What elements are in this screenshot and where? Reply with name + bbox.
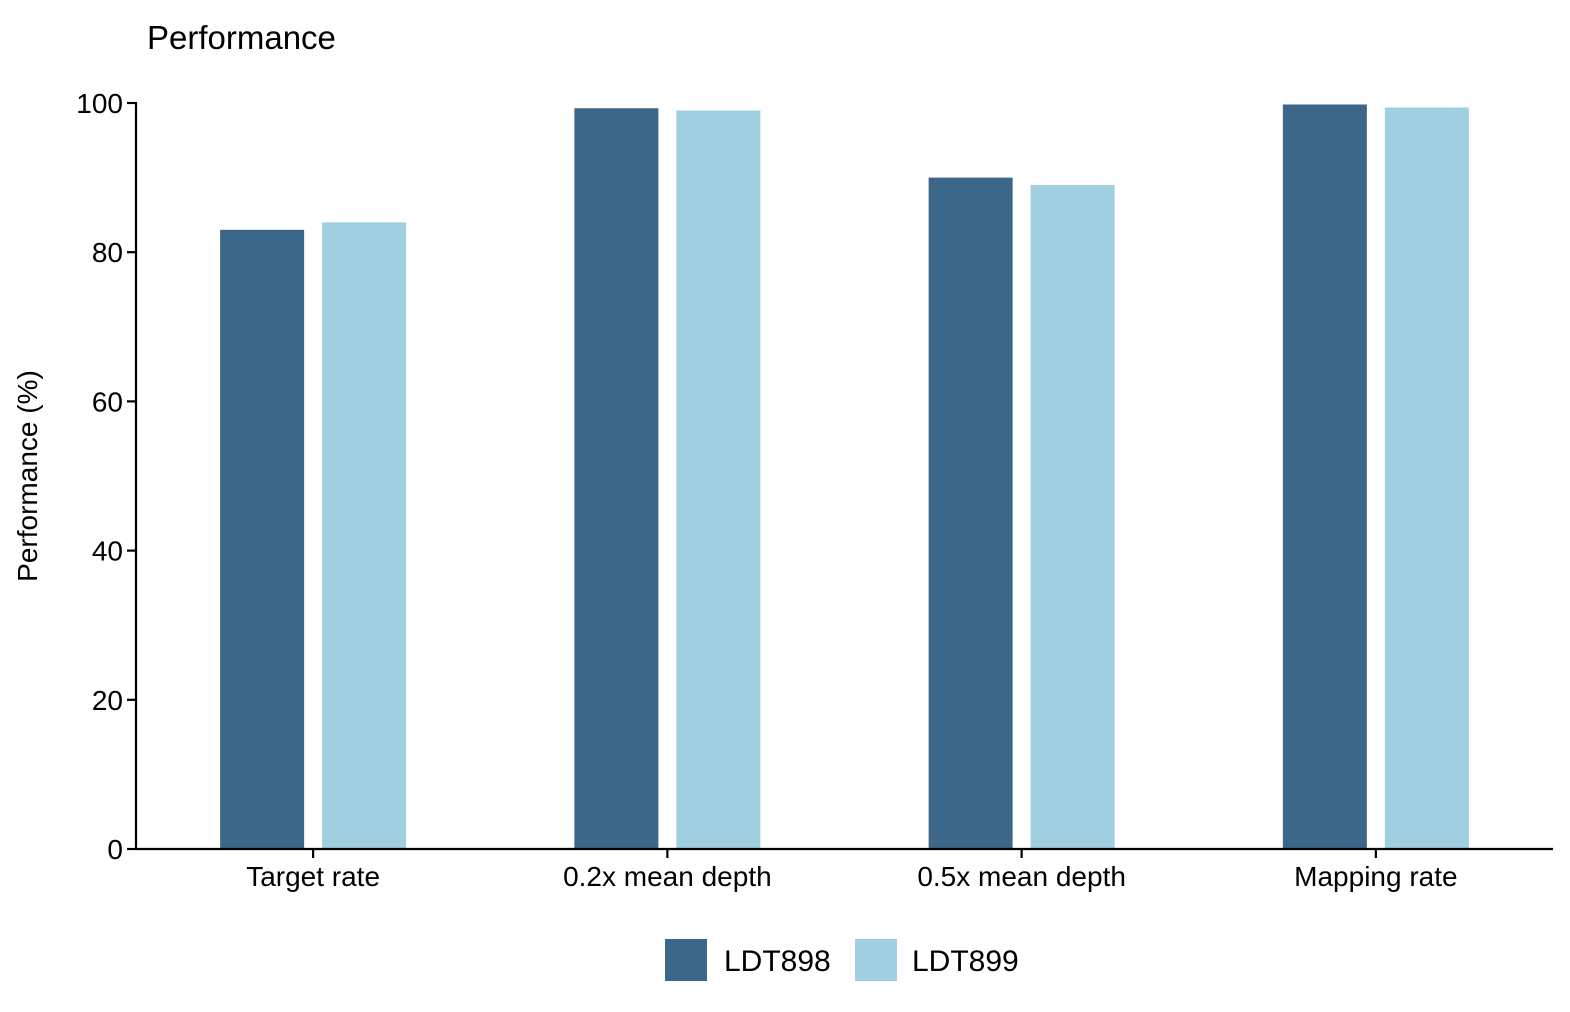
plot-area <box>220 104 1469 850</box>
bar-ldt899-2 <box>676 110 761 849</box>
chart-title: Performance <box>147 19 336 56</box>
y-axis-title: Performance (%) <box>12 370 43 582</box>
y-tick-label: 40 <box>92 536 123 567</box>
bar-ldt899-3 <box>1030 185 1115 849</box>
bar-ldt898-3 <box>928 177 1013 850</box>
legend-key-ldt899 <box>855 939 897 981</box>
y-axis: 0 20 40 60 80 100 <box>76 88 138 865</box>
legend-label-ldt898: LDT898 <box>724 945 831 978</box>
x-tick-label: 0.5x mean depth <box>917 861 1126 892</box>
legend-label-ldt899: LDT899 <box>912 945 1019 978</box>
bar-ldt898-2 <box>574 108 659 850</box>
x-axis: Target rate 0.2x mean depth 0.5x mean dept… <box>135 847 1553 892</box>
legend: LDT898 LDT899 <box>665 939 1019 981</box>
y-tick-label: 20 <box>92 685 123 716</box>
legend-key-ldt898 <box>665 939 707 981</box>
x-tick-label: Target rate <box>246 861 380 892</box>
x-tick-label: 0.2x mean depth <box>563 861 772 892</box>
bar-ldt899-1 <box>322 222 407 850</box>
x-tick-label: Mapping rate <box>1294 861 1457 892</box>
bar-ldt898-4 <box>1282 104 1367 849</box>
bar-ldt898-1 <box>220 229 305 849</box>
y-tick-label: 80 <box>92 237 123 268</box>
bar-ldt899-4 <box>1384 107 1469 849</box>
y-tick-label: 100 <box>76 88 123 119</box>
y-tick-label: 0 <box>107 834 123 865</box>
y-tick-label: 60 <box>92 386 123 417</box>
